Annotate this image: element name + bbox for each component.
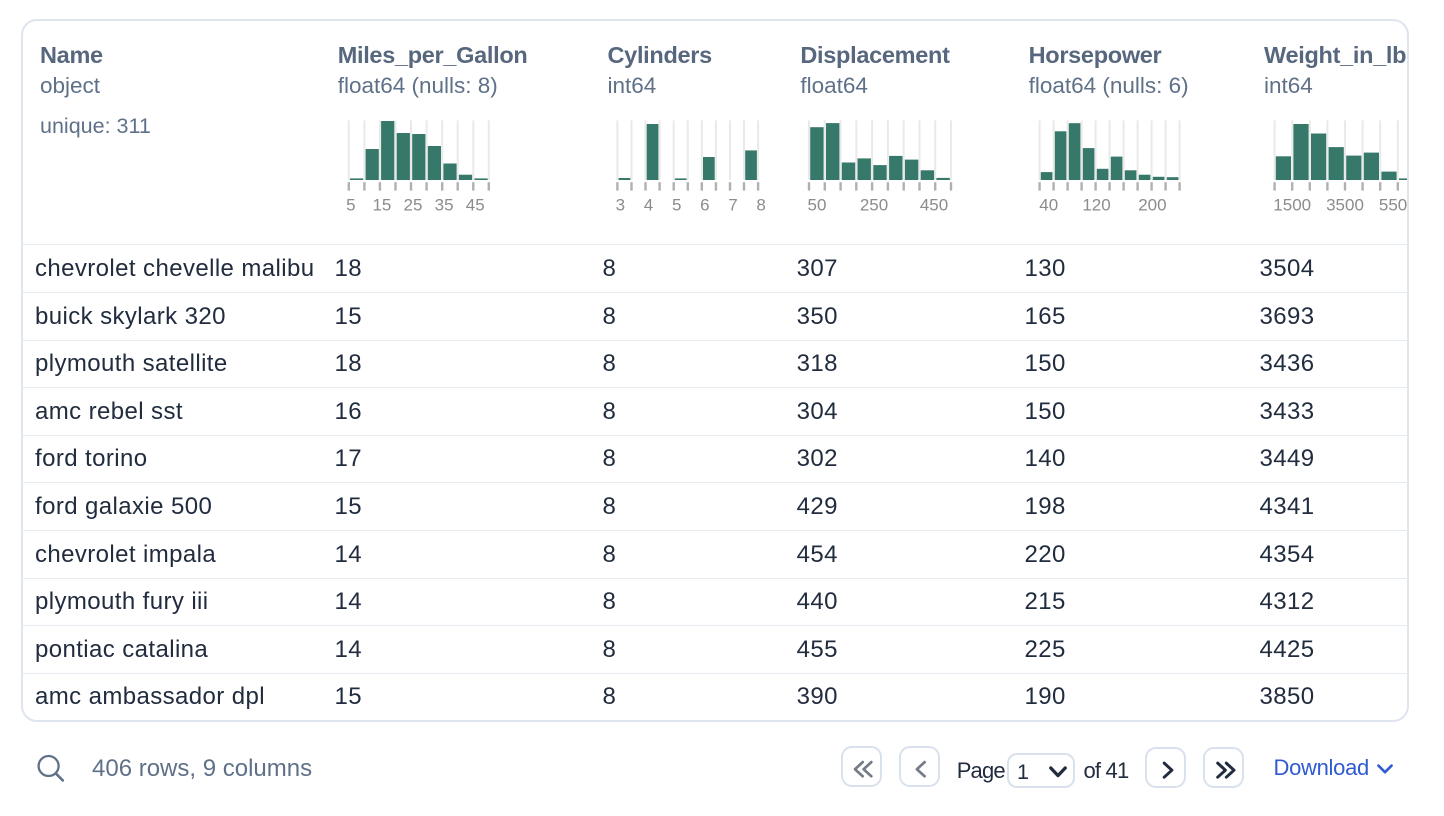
svg-text:200: 200 <box>1138 196 1166 215</box>
svg-text:35: 35 <box>435 196 454 215</box>
svg-text:3: 3 <box>616 196 625 215</box>
svg-text:4: 4 <box>644 196 653 215</box>
svg-text:6: 6 <box>700 196 709 215</box>
svg-text:50: 50 <box>808 196 827 215</box>
svg-text:15: 15 <box>372 196 391 215</box>
svg-text:5: 5 <box>672 196 681 215</box>
svg-text:450: 450 <box>920 196 948 215</box>
svg-text:8: 8 <box>756 196 765 215</box>
svg-text:5: 5 <box>346 196 355 215</box>
svg-text:1500: 1500 <box>1273 196 1311 215</box>
svg-text:45: 45 <box>466 196 485 215</box>
svg-text:7: 7 <box>728 196 737 215</box>
svg-text:5500: 5500 <box>1379 196 1407 215</box>
svg-text:120: 120 <box>1082 196 1110 215</box>
svg-text:250: 250 <box>860 196 888 215</box>
svg-text:40: 40 <box>1039 196 1058 215</box>
svg-text:25: 25 <box>404 196 423 215</box>
svg-text:3500: 3500 <box>1326 196 1364 215</box>
